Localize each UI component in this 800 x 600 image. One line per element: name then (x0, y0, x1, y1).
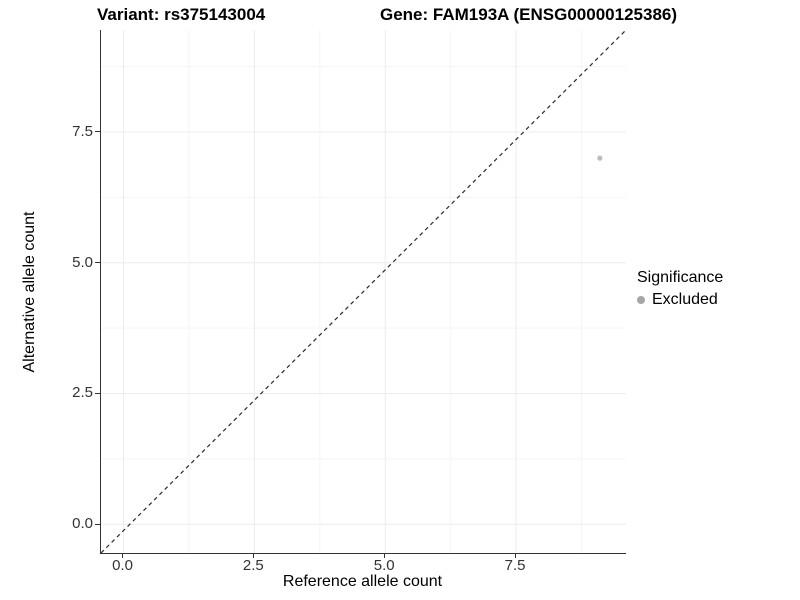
x-tick-mark (252, 553, 254, 558)
y-tick-mark (95, 131, 100, 133)
x-tick-label: 2.5 (242, 557, 264, 574)
y-tick-mark (95, 523, 100, 525)
y-axis-label: Alternative allele count (21, 211, 38, 373)
y-tick-label: 2.5 (72, 384, 93, 402)
x-tick-label: 5.0 (373, 557, 395, 574)
x-tick-label: 7.5 (504, 557, 526, 574)
legend-item: Excluded (637, 291, 723, 309)
x-tick-mark (514, 553, 516, 558)
y-tick-mark (95, 262, 100, 264)
x-tick-mark (383, 553, 385, 558)
x-axis-label: Reference allele count (282, 573, 443, 590)
legend-title: Significance (637, 269, 724, 286)
x-tick-label: 0.0 (112, 557, 133, 574)
chart-title-variant: Variant: rs375143004 (97, 5, 266, 24)
identity-reference-line (101, 30, 626, 553)
legend-item-label: Excluded (652, 291, 718, 308)
legend-point-icon (637, 296, 645, 304)
y-tick-label: 0.0 (72, 515, 93, 533)
data-point (597, 155, 603, 161)
y-tick-mark (95, 392, 100, 394)
x-tick-mark (122, 553, 123, 558)
legend-items: Excluded (637, 291, 723, 309)
chart-title-gene: Gene: FAM193A (ENSG00000125386) (380, 5, 678, 24)
y-tick-label: 7.5 (72, 122, 93, 140)
plot-canvas (101, 30, 626, 553)
legend: Significance Excluded (637, 269, 723, 309)
y-tick-label: 5.0 (72, 253, 93, 271)
plot-panel (100, 30, 626, 554)
